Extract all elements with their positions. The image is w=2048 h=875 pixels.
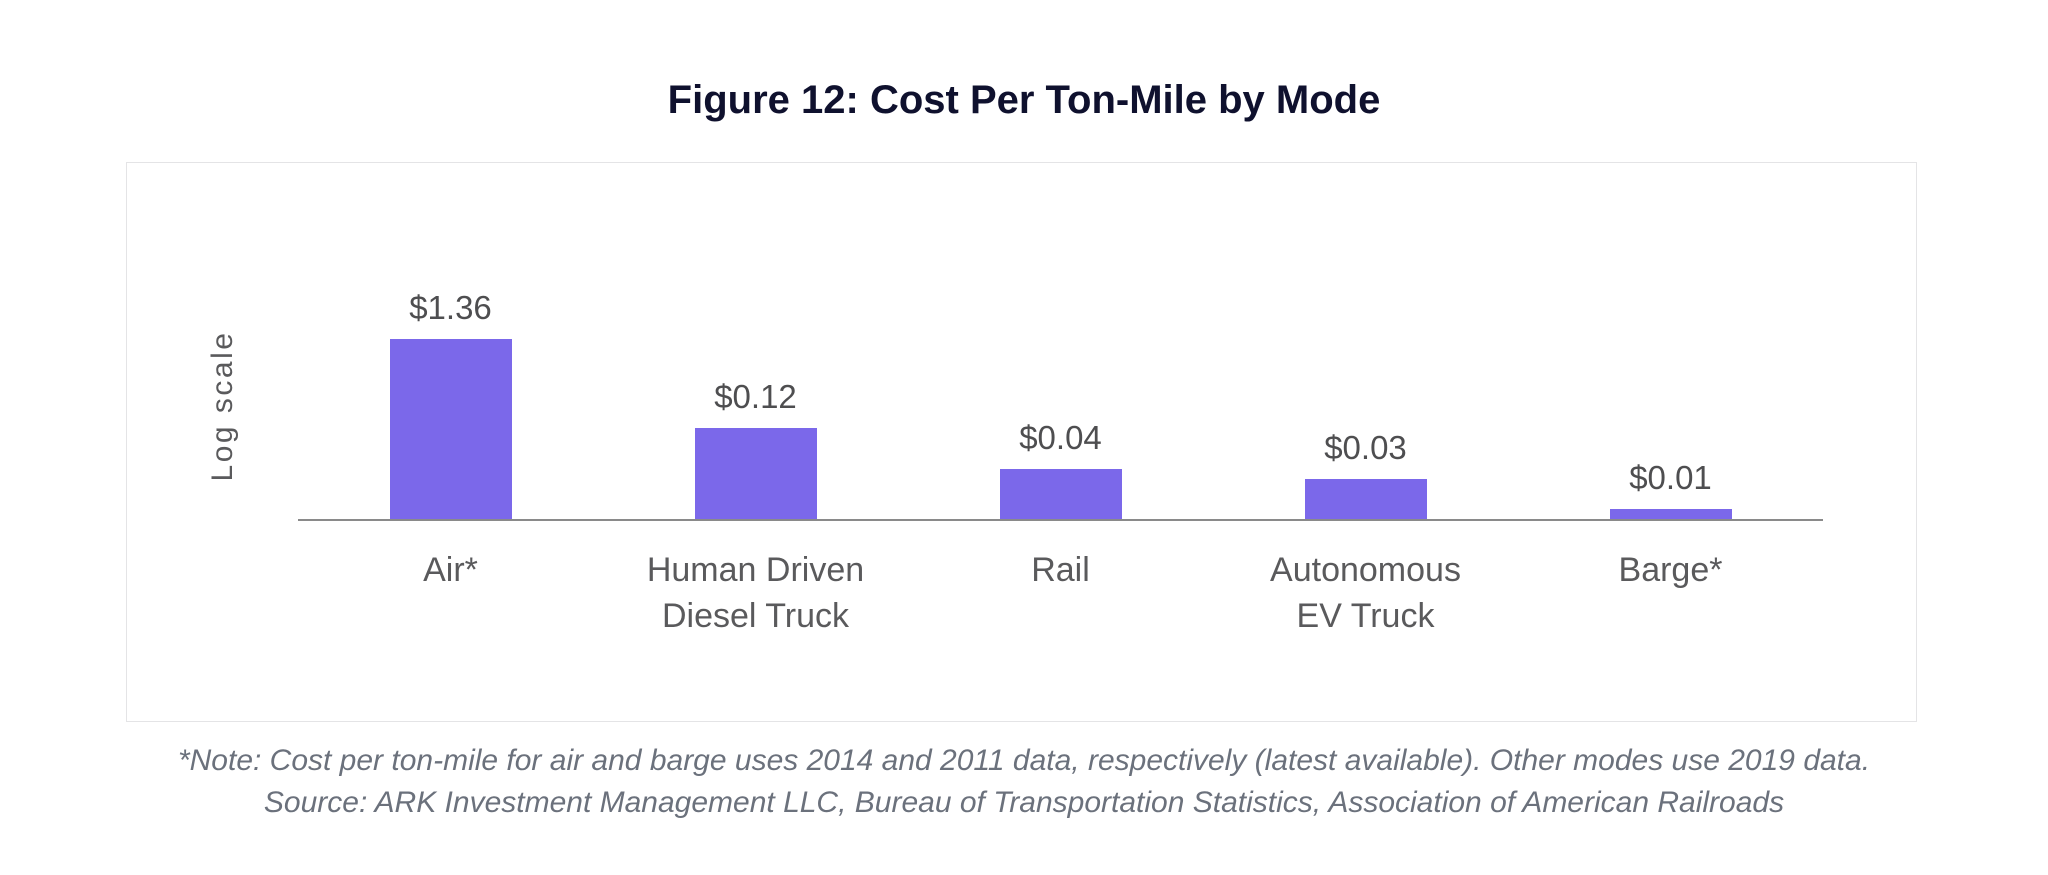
x-axis-category-label: Autonomous EV Truck xyxy=(1270,551,1461,635)
x-axis-line xyxy=(298,519,1823,521)
x-axis-labels: Air* Human Driven Diesel Truck Rail Autonom… xyxy=(298,547,1823,707)
bar-group: $0.04 xyxy=(999,419,1122,520)
figure-title: Figure 12: Cost Per Ton-Mile by Mode xyxy=(667,78,1381,122)
bar xyxy=(1304,479,1427,520)
chart-panel: Log scale $1.36 $0.12 $0.04 $0.03 $0.01 Air*… xyxy=(126,162,1917,722)
bar-value-label: $0.12 xyxy=(714,378,797,415)
footnote-source: Source: ARK Investment Management LLC, B… xyxy=(263,786,1785,819)
bar-value-label: $0.03 xyxy=(1324,429,1407,466)
x-axis-category-label: Barge* xyxy=(1618,551,1723,589)
bar xyxy=(1609,509,1732,520)
bar xyxy=(999,469,1122,520)
bar xyxy=(389,339,512,520)
y-axis-label: Log scale xyxy=(206,330,239,482)
bar-group: $1.36 xyxy=(389,289,512,520)
x-axis-category-label: Rail xyxy=(1031,551,1090,589)
bar xyxy=(694,428,817,520)
bar-group: $0.03 xyxy=(1304,429,1427,520)
bar-group: $0.12 xyxy=(694,378,817,520)
bars-layer: $1.36 $0.12 $0.04 $0.03 $0.01 xyxy=(298,163,1823,520)
x-axis-category-label: Human Driven Diesel Truck xyxy=(646,551,865,635)
bar-value-label: $1.36 xyxy=(409,289,492,326)
bar-value-label: $0.04 xyxy=(1019,419,1102,456)
footnote-note: *Note: Cost per ton-mile for air and bar… xyxy=(177,744,1871,777)
bar-group: $0.01 xyxy=(1609,459,1732,520)
x-axis-category-label: Air* xyxy=(423,551,478,589)
footnote: *Note: Cost per ton-mile for air and bar… xyxy=(0,740,2048,824)
bar-value-label: $0.01 xyxy=(1629,459,1712,496)
